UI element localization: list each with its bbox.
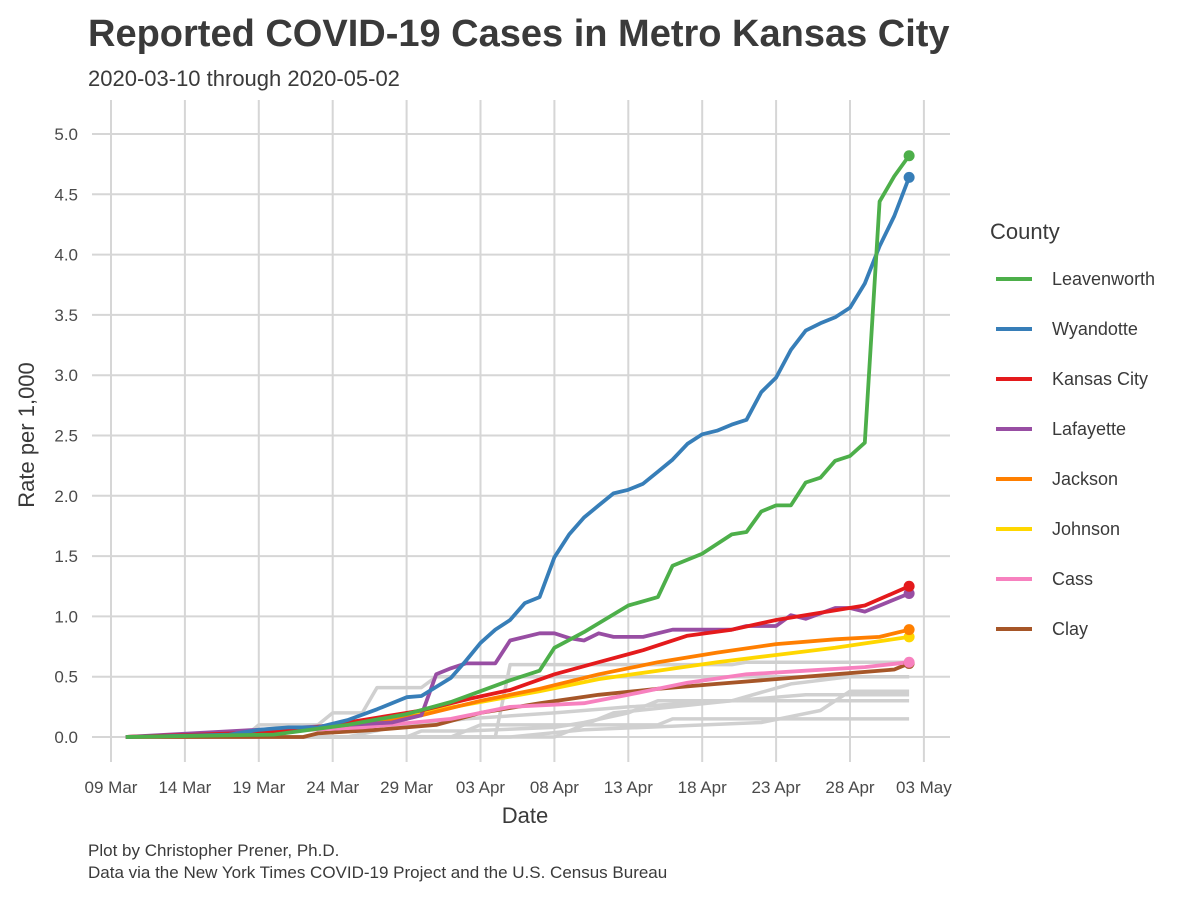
x-tick-label: 24 Mar (306, 778, 359, 797)
x-tick-label: 03 May (896, 778, 952, 797)
series-line-kansas-city (125, 584, 910, 739)
y-axis-ticks: 0.0 0.5 1.0 1.5 2.0 2.5 3.0 3.5 4.0 4.5 5.0 (54, 125, 78, 747)
y-tick-label: 1.0 (54, 607, 78, 626)
x-axis-ticks: 09 Mar 14 Mar 19 Mar 24 Mar 29 Mar 03 Apr 08 A… (85, 778, 953, 797)
x-tick-label: 23 Apr (752, 778, 801, 797)
end-point-leavenworth (903, 150, 915, 162)
legend-label: Lafayette (1052, 419, 1126, 439)
legend-label: Clay (1052, 619, 1088, 639)
series-end-points (903, 150, 915, 669)
end-point-kansas-city (903, 580, 915, 592)
legend-item-wyandotte: Wyandotte (996, 319, 1138, 339)
y-tick-label: 3.5 (54, 306, 78, 325)
y-tick-label: 4.5 (54, 185, 78, 204)
y-tick-label: 2.5 (54, 427, 78, 446)
legend-label: Leavenworth (1052, 269, 1155, 289)
background-county-line (125, 674, 910, 739)
x-tick-label: 08 Apr (530, 778, 579, 797)
legend-label: Wyandotte (1052, 319, 1138, 339)
chart-title: Reported COVID-19 Cases in Metro Kansas … (88, 13, 950, 55)
legend-item-cass: Cass (996, 569, 1093, 589)
legend-item-clay: Clay (996, 619, 1088, 639)
y-tick-label: 2.0 (54, 487, 78, 506)
background-county-line (125, 693, 910, 739)
x-tick-label: 14 Mar (158, 778, 211, 797)
y-tick-label: 0.5 (54, 668, 78, 687)
y-tick-label: 4.0 (54, 246, 78, 265)
series-line-lafayette (125, 591, 910, 739)
legend-item-leavenworth: Leavenworth (996, 269, 1155, 289)
legend-label: Kansas City (1052, 369, 1148, 389)
legend-label: Cass (1052, 569, 1093, 589)
caption-line-1: Plot by Christopher Prener, Ph.D. (88, 841, 339, 860)
x-tick-label: 18 Apr (678, 778, 727, 797)
x-tick-label: 29 Mar (380, 778, 433, 797)
legend-item-johnson: Johnson (996, 519, 1120, 539)
series-line-wyandotte (125, 176, 911, 739)
legend: County Leavenworth Wyandotte Kansas City La… (990, 219, 1155, 639)
series-line-clay (125, 661, 910, 739)
y-axis-title: Rate per 1,000 (14, 362, 39, 508)
legend-title: County (990, 219, 1060, 244)
end-point-wyandotte (903, 171, 915, 183)
legend-item-jackson: Jackson (996, 469, 1118, 489)
x-axis-title: Date (502, 803, 548, 828)
y-tick-label: 5.0 (54, 125, 78, 144)
x-tick-label: 13 Apr (604, 778, 653, 797)
legend-label: Johnson (1052, 519, 1120, 539)
legend-item-kansas-city: Kansas City (996, 369, 1148, 389)
x-tick-label: 19 Mar (232, 778, 285, 797)
legend-label: Jackson (1052, 469, 1118, 489)
end-point-cass (903, 656, 915, 668)
legend-item-lafayette: Lafayette (996, 419, 1126, 439)
chart-subtitle: 2020-03-10 through 2020-05-02 (88, 66, 400, 91)
caption-line-2: Data via the New York Times COVID-19 Pro… (88, 863, 667, 882)
x-tick-label: 09 Mar (85, 778, 138, 797)
y-tick-label: 3.0 (54, 366, 78, 385)
end-point-jackson (903, 624, 915, 636)
series-line-leavenworth (125, 154, 911, 739)
x-tick-label: 03 Apr (456, 778, 505, 797)
grid-lines (92, 100, 950, 762)
series-line-cass (125, 660, 910, 739)
y-tick-label: 0.0 (54, 728, 78, 747)
y-tick-label: 1.5 (54, 547, 78, 566)
legend-items: Leavenworth Wyandotte Kansas City Lafayette… (996, 269, 1155, 639)
highlighted-county-lines (125, 154, 911, 739)
x-tick-label: 28 Apr (825, 778, 874, 797)
